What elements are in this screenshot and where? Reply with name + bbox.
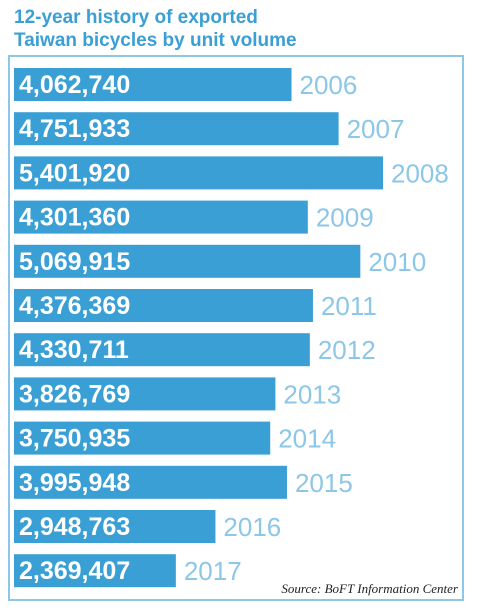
value-label-2008: 5,401,920 xyxy=(19,159,130,187)
source-note: Source: BoFT Information Center xyxy=(281,581,458,596)
bar-2014 xyxy=(14,421,271,455)
year-label-2012: 2012 xyxy=(318,335,376,365)
bar-2010 xyxy=(14,244,361,278)
bar-2011 xyxy=(14,289,313,322)
chart-title-line-2: Taiwan bicycles by unit volume xyxy=(14,30,297,51)
bar-2016 xyxy=(14,510,216,543)
year-label-2009: 2009 xyxy=(316,203,374,233)
chart-title: 12-year history of exported Taiwan bicyc… xyxy=(14,6,454,52)
year-label-2010: 2010 xyxy=(368,247,426,277)
value-label-2007: 4,751,933 xyxy=(19,115,130,143)
chart-title-line-1: 12-year history of exported xyxy=(14,7,258,28)
bar-2017 xyxy=(14,554,176,588)
value-label-2014: 3,750,935 xyxy=(19,425,130,453)
bar-2009 xyxy=(14,200,308,234)
year-label-2007: 2007 xyxy=(347,114,405,144)
year-label-2013: 2013 xyxy=(283,379,341,409)
year-label-2011: 2011 xyxy=(321,291,377,321)
value-label-2016: 2,948,763 xyxy=(19,513,130,541)
value-label-2012: 4,330,711 xyxy=(19,336,129,364)
bar-2012 xyxy=(14,333,310,367)
value-label-2015: 3,995,948 xyxy=(19,469,130,497)
bar-2006 xyxy=(14,68,292,101)
value-label-2006: 4,062,740 xyxy=(19,71,130,99)
value-label-2009: 4,301,360 xyxy=(19,204,130,232)
year-label-2006: 2006 xyxy=(300,70,358,100)
year-label-2016: 2016 xyxy=(223,512,281,542)
year-label-2015: 2015 xyxy=(295,468,353,498)
bar-2007 xyxy=(14,112,339,146)
year-label-2014: 2014 xyxy=(278,424,336,454)
year-label-2017: 2017 xyxy=(184,556,242,586)
bar-2015 xyxy=(14,465,287,499)
bar-2013 xyxy=(14,377,276,411)
year-label-2008: 2008 xyxy=(391,158,449,188)
value-label-2011: 4,376,369 xyxy=(19,292,130,320)
bar-2008 xyxy=(14,156,383,190)
value-label-2017: 2,369,407 xyxy=(19,557,130,585)
value-label-2013: 3,826,769 xyxy=(19,380,130,408)
value-label-2010: 5,069,915 xyxy=(19,248,130,276)
